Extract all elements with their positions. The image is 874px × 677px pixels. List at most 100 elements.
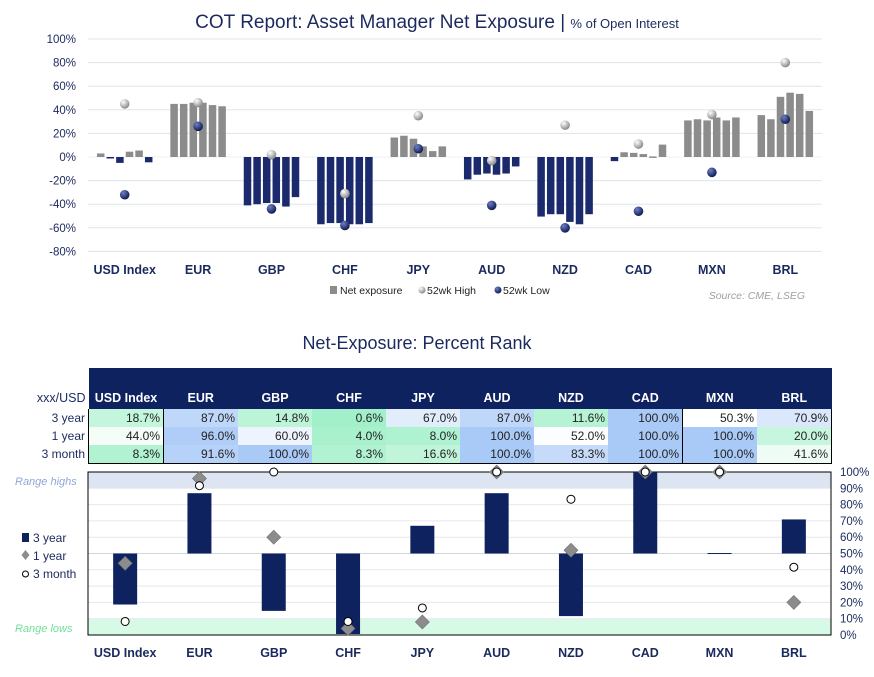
net-exposure-bar <box>805 110 814 157</box>
3-month-circle <box>269 467 279 477</box>
1-year-diamond <box>563 542 579 558</box>
column-header: NZD <box>534 368 608 409</box>
3-month-circle <box>120 616 130 626</box>
table-cell: 14.8% <box>238 409 312 427</box>
table-cell: 100.0% <box>460 427 534 445</box>
category-label: NZD <box>558 646 584 660</box>
column-header: BRL <box>757 368 832 409</box>
legend-net-exposure: Net exposure <box>340 285 403 297</box>
3-year-bar <box>633 472 658 554</box>
y-tick-label: 80% <box>53 58 76 70</box>
1-year-diamond <box>117 555 133 571</box>
52wk-high-marker <box>560 120 570 130</box>
net-exposure-bar <box>767 119 775 157</box>
table-cell: 83.3% <box>534 445 608 464</box>
category-label: CAD <box>632 646 659 660</box>
net-exposure-bar <box>409 138 418 157</box>
net-exposure-bar <box>566 157 574 222</box>
column-header: CHF <box>312 368 386 409</box>
net-exposure-bar <box>170 103 178 157</box>
net-exposure-bar <box>144 157 153 163</box>
52wk-high-marker <box>340 188 350 199</box>
table-cell: 11.6% <box>534 409 608 427</box>
52wk-low-marker <box>560 223 570 233</box>
y-tick-label: 0% <box>840 630 857 642</box>
net-exposure-bar <box>253 157 261 205</box>
table-cell: 100.0% <box>608 409 683 427</box>
net-exposure-bar <box>693 119 702 157</box>
category-label: AUD <box>483 646 510 660</box>
category-label: USD Index <box>94 646 157 660</box>
table-cell: 8.3% <box>88 445 164 464</box>
net-exposure-bar <box>189 102 198 157</box>
3-month-circle <box>715 467 725 477</box>
net-exposure-bar <box>511 157 520 167</box>
52wk-high-marker <box>486 155 497 166</box>
column-header: USD Index <box>88 368 164 409</box>
y-tick-label: 20% <box>53 128 76 140</box>
1-year-diamond <box>266 529 282 545</box>
net-exposure-bar <box>243 157 252 206</box>
category-label: JPY <box>406 263 430 277</box>
52wk-low-marker <box>780 114 791 125</box>
3-month-circle <box>492 467 502 477</box>
3-year-bar <box>261 553 286 611</box>
3-year-bar <box>558 553 583 617</box>
table-cell: 100.0% <box>608 445 683 464</box>
range-lows-label: Range lows <box>15 623 73 635</box>
net-exposure-bar <box>786 92 794 157</box>
category-label: GBP <box>260 646 287 660</box>
net-exposure-bar <box>419 146 427 157</box>
legend-52wk-low: 52wk Low <box>503 285 550 297</box>
table-cell: 8.3% <box>312 445 386 464</box>
net-exposure-bar <box>649 156 657 158</box>
corner-label: xxx/USD <box>20 368 89 409</box>
net-exposure-bar <box>400 135 408 157</box>
3-month-circle <box>417 603 427 613</box>
52wk-low-marker <box>486 200 497 211</box>
table-cell: 20.0% <box>757 427 832 445</box>
net-exposure-bar <box>620 152 628 157</box>
table-cell: 70.9% <box>757 409 832 427</box>
table-row: 3 year 18.7% 87.0% 14.8% 0.6% 67.0% 87.0% 11.6%… <box>20 409 832 427</box>
y-tick-label: 40% <box>840 565 863 577</box>
column-header: JPY <box>386 368 460 409</box>
52wk-high-marker <box>780 57 791 68</box>
52wk-low-marker <box>633 206 644 217</box>
net-exposure-bar <box>639 154 648 157</box>
column-header: EUR <box>163 368 238 409</box>
3-year-bar <box>781 519 806 554</box>
category-label: AUD <box>478 263 505 277</box>
net-exposure-bar <box>390 137 399 157</box>
table-cell: 0.6% <box>312 409 386 427</box>
table-cell: 87.0% <box>460 409 534 427</box>
row-label: 3 year <box>20 409 89 427</box>
category-label: MXN <box>698 263 726 277</box>
y-tick-label: 100% <box>47 34 76 46</box>
net-exposure-bar <box>463 157 472 180</box>
rank-title: Net-Exposure: Percent Rank <box>302 333 532 353</box>
net-exposure-bar <box>272 157 281 204</box>
y-tick-label: 10% <box>840 614 863 626</box>
3-year-bar <box>187 493 212 554</box>
net-exposure-bar <box>106 157 115 159</box>
52wk-high-marker <box>413 110 424 121</box>
category-label: GBP <box>258 263 285 277</box>
table-cell: 87.0% <box>163 409 238 427</box>
y-tick-label: 100% <box>840 467 869 479</box>
net-exposure-bar <box>703 120 711 157</box>
y-tick-label: -60% <box>49 223 76 235</box>
table-cell: 100.0% <box>460 445 534 464</box>
net-exposure-bar <box>473 157 482 175</box>
range-highs-label: Range highs <box>15 476 77 488</box>
3-month-circle <box>789 562 799 572</box>
net-exposure-bar <box>610 157 619 162</box>
net-exposure-bar <box>179 103 188 157</box>
1-year-diamond <box>637 464 653 480</box>
net-exposure-bar <box>199 102 207 157</box>
row-label: 1 year <box>20 427 89 445</box>
52wk-high-marker <box>707 109 717 120</box>
net-exposure-bar <box>483 157 491 174</box>
y-tick-label: 30% <box>840 581 863 593</box>
table-cell: 50.3% <box>682 409 757 427</box>
